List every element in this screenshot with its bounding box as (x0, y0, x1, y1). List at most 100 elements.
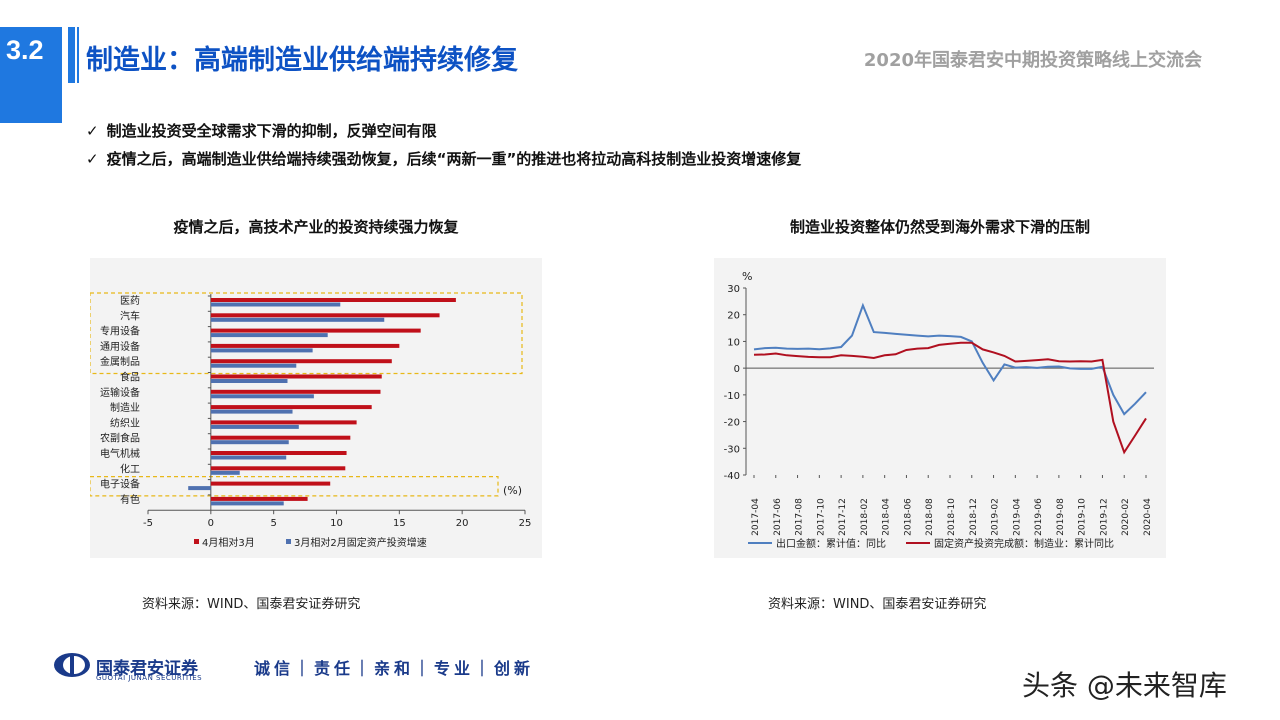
y-tick-label: -40 (724, 471, 740, 482)
x-tick-label: 10 (330, 518, 343, 529)
bar-mar-vs-feb (210, 440, 289, 445)
x-tick-label: 2019-06 (1034, 498, 1044, 536)
line-export-yoy (753, 302, 1147, 416)
bar-mar-vs-feb (210, 317, 385, 322)
category-label: 电气机械 (100, 447, 140, 460)
left-chart-source: 资料来源：WIND、国泰君安证券研究 (142, 597, 361, 612)
highlight-box (89, 476, 499, 497)
check-icon: ✓ (86, 150, 99, 168)
x-tick-label: 2020-04 (1143, 498, 1153, 536)
category-label: 电子设备 (100, 478, 140, 491)
bar-apr-vs-mar (210, 343, 400, 348)
y-tick-label: -30 (724, 444, 740, 455)
category-label: 有色 (120, 493, 140, 506)
event-title: 2020年国泰君安中期投资策略线上交流会 (863, 50, 1202, 71)
bar-mar-vs-feb (188, 486, 211, 491)
bar-apr-vs-mar (210, 451, 347, 455)
y-tick-label: -20 (724, 418, 740, 429)
bullet-2-text: 疫情之后，高端制造业供给端持续强劲恢复，后续“两新一重”的推进也将拉动高科技制造… (106, 150, 802, 168)
check-icon: ✓ (86, 122, 99, 140)
x-tick-label: -5 (143, 518, 153, 529)
x-tick-label: 2017-08 (795, 498, 805, 536)
right-chart-source: 资料来源：WIND、国泰君安证券研究 (768, 597, 987, 612)
legend-label: 4月相对3月 (202, 536, 255, 549)
category-label: 汽车 (120, 309, 140, 322)
bar-apr-vs-mar (210, 389, 381, 394)
bar-mar-vs-feb (210, 470, 240, 475)
x-tick-label: 2017-04 (751, 498, 761, 536)
y-unit-label: % (742, 270, 752, 283)
bar-mar-vs-feb (210, 379, 288, 383)
bar-apr-vs-mar (210, 435, 351, 440)
bar-apr-vs-mar (210, 374, 382, 379)
x-tick-label: 2018-02 (860, 498, 870, 536)
x-tick-label: 20 (456, 518, 469, 529)
legend-label: 固定资产投资完成额：制造业：累计同比 (934, 537, 1114, 550)
category-label: 通用设备 (100, 340, 140, 353)
x-tick-label: 2019-10 (1078, 498, 1088, 536)
bullet-1: ✓ 制造业投资受全球需求下滑的抑制，反弹空间有限 (86, 120, 437, 141)
right-chart-panel: % 30 20 10 0 -10 -20 -30 -40 2017-04 2017-06 2017-0… (714, 258, 1166, 558)
category-label: 制造业 (110, 401, 140, 414)
bar-mar-vs-feb (210, 333, 328, 338)
x-tick-label: 2019-02 (991, 498, 1001, 536)
x-tick-label: 2018-06 (903, 498, 913, 536)
bar-mar-vs-feb (210, 348, 313, 353)
x-tick-label: 5 (270, 518, 276, 529)
bar-apr-vs-mar (210, 481, 331, 486)
bar-mar-vs-feb (210, 501, 284, 506)
bar-apr-vs-mar (210, 420, 357, 425)
brand-motto: 诚信｜责任｜亲和｜专业｜创新 (254, 659, 535, 678)
y-tick-label: 30 (727, 284, 740, 295)
category-label: 金属制品 (100, 355, 140, 368)
category-label: 医药 (120, 295, 140, 307)
bar-apr-vs-mar (210, 496, 308, 501)
bar-apr-vs-mar (210, 298, 456, 302)
title-accent-bar (68, 27, 75, 83)
unit-label: (%) (503, 484, 522, 497)
x-tick-label: 25 (519, 518, 532, 529)
page-title: 制造业：高端制造业供给端持续修复 (86, 45, 518, 76)
section-number: 3.2 (6, 35, 44, 65)
x-tick-label: 0 (208, 518, 214, 529)
bullet-2: ✓ 疫情之后，高端制造业供给端持续强劲恢复，后续“两新一重”的推进也将拉动高科技制… (86, 148, 801, 169)
x-tick-label: 2020-02 (1121, 498, 1131, 536)
legend-label: 3月相对2月固定资产投资增速 (294, 536, 427, 549)
x-tick-label: 2017-06 (773, 498, 783, 536)
bar-mar-vs-feb (210, 424, 299, 429)
title-accent-line (77, 27, 79, 83)
y-tick-label: -10 (724, 391, 740, 402)
x-tick-label: 2018-12 (969, 498, 979, 536)
bar-apr-vs-mar (210, 466, 346, 471)
y-tick-label: 10 (727, 337, 740, 348)
legend-swatch (286, 539, 291, 544)
bar-apr-vs-mar (210, 328, 421, 333)
bar-mar-vs-feb (210, 302, 341, 307)
bar-mar-vs-feb (210, 363, 297, 368)
category-label: 化工 (120, 462, 140, 475)
left-chart-panel: -5 0 5 10 15 20 25 医药 汽车 专用设备 通用设备 金属制品 食品 运输设备 制造业 纺织业… (89, 258, 542, 558)
bar-mar-vs-feb (210, 409, 293, 414)
x-tick-label: 15 (393, 518, 406, 529)
y-tick-label: 0 (734, 364, 740, 375)
legend-swatch (194, 539, 199, 544)
bar-apr-vs-mar (210, 405, 372, 410)
bar-mar-vs-feb (210, 455, 287, 460)
category-label: 专用设备 (100, 325, 140, 338)
category-label: 农副食品 (100, 432, 140, 445)
legend-label: 出口金额：累计值：同比 (776, 537, 886, 550)
x-tick-label: 2017-12 (838, 498, 848, 536)
x-tick-label: 2019-12 (1099, 498, 1109, 536)
x-tick-label: 2018-08 (925, 498, 935, 536)
x-tick-label: 2018-04 (882, 498, 892, 536)
y-tick-label: 20 (727, 311, 740, 322)
right-line-chart: %30 20 10 0 -10 -20 -30 -40 2017-04 2017-06 2017-0… (724, 270, 1154, 550)
category-label: 运输设备 (100, 386, 140, 399)
x-tick-label: 2019-08 (1056, 498, 1066, 536)
brand-logo-icon (54, 653, 90, 677)
line-mfg-fai-yoy (753, 341, 1147, 455)
bullet-1-text: 制造业投资受全球需求下滑的抑制，反弹空间有限 (106, 122, 437, 140)
x-tick-label: 2017-10 (816, 498, 826, 536)
right-chart-title: 制造业投资整体仍然受到海外需求下滑的压制 (789, 218, 1090, 236)
brand-name-en: GUOTAI JUNAN SECURITIES (96, 674, 203, 682)
